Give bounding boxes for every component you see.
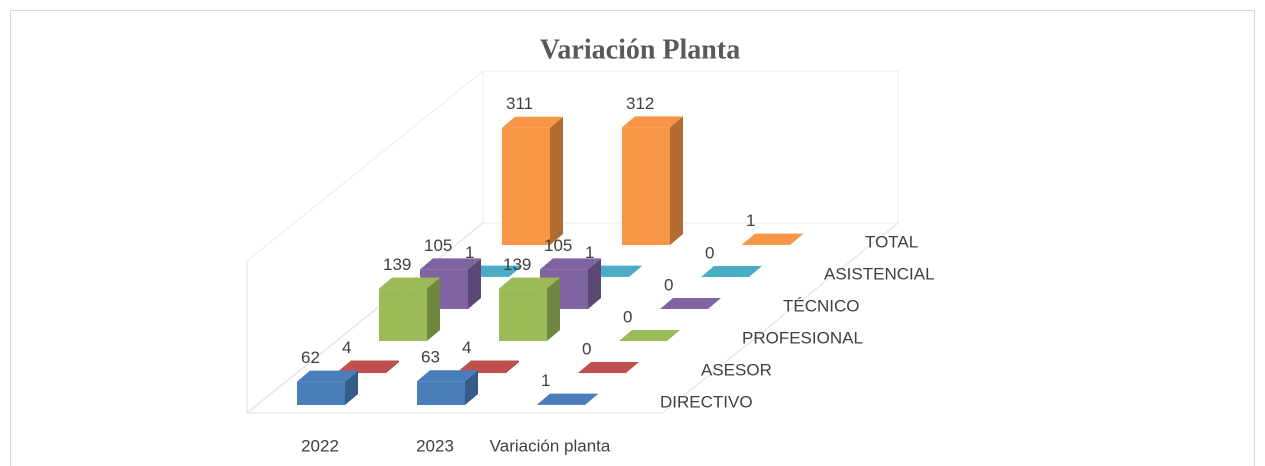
category-label: 2023 xyxy=(416,436,454,455)
data-label: 1 xyxy=(465,243,474,262)
data-label: 312 xyxy=(626,94,654,113)
category-label: Variación planta xyxy=(490,436,611,455)
data-label: 0 xyxy=(582,339,591,358)
bar-top xyxy=(660,298,721,309)
back-wall xyxy=(482,70,899,224)
bar-top xyxy=(537,393,598,405)
bar-top xyxy=(619,330,680,341)
bar-side xyxy=(465,370,478,405)
series-label: DIRECTIVO xyxy=(660,392,753,411)
bar-top xyxy=(458,360,519,372)
chart-frame xyxy=(10,10,1255,466)
data-label: 4 xyxy=(462,338,471,357)
bar-side xyxy=(588,258,601,309)
data-label: 1 xyxy=(585,243,594,262)
bar-front xyxy=(338,371,386,373)
bar-front xyxy=(502,127,550,245)
data-label: 63 xyxy=(421,348,440,367)
bar xyxy=(619,330,680,342)
bar-top xyxy=(742,233,803,245)
bar-side xyxy=(345,370,358,405)
bar xyxy=(379,277,440,341)
bar-side xyxy=(547,277,560,341)
bar xyxy=(458,360,519,373)
bar-side xyxy=(585,393,598,405)
bar-side xyxy=(550,116,563,245)
bar-top xyxy=(338,360,399,372)
bar-side xyxy=(427,277,440,341)
bar xyxy=(499,277,560,341)
data-label: 139 xyxy=(383,255,411,274)
data-label: 1 xyxy=(541,371,550,390)
bar-front xyxy=(458,371,506,373)
bar-side xyxy=(468,258,481,309)
chart-title: Variación Planta xyxy=(540,34,740,65)
data-label: 105 xyxy=(424,236,452,255)
bar-top xyxy=(540,258,601,270)
bar-top xyxy=(622,116,683,128)
bar xyxy=(578,362,639,374)
series-label: TOTAL xyxy=(865,232,918,251)
bar-front xyxy=(379,288,427,341)
bar-top xyxy=(578,362,639,373)
bar-top xyxy=(502,116,563,128)
data-label: 0 xyxy=(705,243,714,262)
bar-front xyxy=(417,381,465,405)
bar xyxy=(742,233,803,245)
data-label: 139 xyxy=(503,255,531,274)
bar-side xyxy=(670,116,683,246)
bar-side xyxy=(506,360,519,373)
data-label: 0 xyxy=(664,275,673,294)
bar-side xyxy=(790,233,803,245)
series-label: PROFESIONAL xyxy=(742,328,863,347)
bar xyxy=(502,116,563,245)
data-label: 4 xyxy=(342,338,351,357)
bar xyxy=(297,370,358,405)
bar-front xyxy=(499,288,547,341)
bar-side xyxy=(509,265,522,277)
bar xyxy=(338,360,399,373)
bar-top xyxy=(420,258,481,270)
bar xyxy=(417,370,478,405)
series-label: ASISTENCIAL xyxy=(824,264,935,283)
bar-front xyxy=(297,381,345,405)
category-label: 2022 xyxy=(301,436,339,455)
bar-top xyxy=(379,277,440,289)
bar-front xyxy=(622,127,670,245)
data-label: 105 xyxy=(544,236,572,255)
bar-top xyxy=(417,370,478,382)
bar-top xyxy=(701,266,762,277)
side-wall xyxy=(246,70,484,262)
bar-top xyxy=(499,277,560,289)
data-label: 1 xyxy=(746,211,755,230)
series-label: ASESOR xyxy=(701,360,772,379)
side-wall xyxy=(246,222,484,414)
data-label: 62 xyxy=(301,348,320,367)
bar xyxy=(622,116,683,246)
bar-top xyxy=(297,370,358,382)
data-label: 0 xyxy=(623,307,632,326)
bar-side xyxy=(629,265,642,277)
bar xyxy=(537,393,598,405)
bar-side xyxy=(386,360,399,373)
bar xyxy=(701,266,762,278)
bar xyxy=(660,298,721,310)
series-label: TÉCNICO xyxy=(783,296,860,315)
data-label: 311 xyxy=(506,94,533,113)
